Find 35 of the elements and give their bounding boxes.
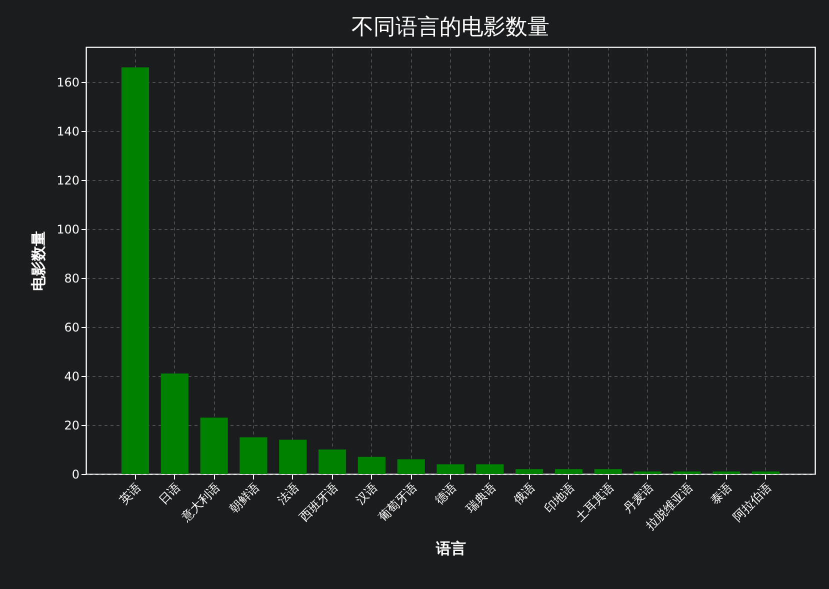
y-tick-label: 100: [56, 222, 80, 237]
y-tick-label: 60: [64, 320, 80, 335]
x-tick-label: 法语: [274, 480, 302, 507]
x-tick-label: 朝鲜语: [226, 480, 262, 516]
bar: [554, 469, 583, 474]
bar: [279, 440, 307, 474]
bar: [594, 469, 622, 474]
y-tick-label: 40: [64, 370, 80, 384]
x-tick-label: 俄语: [510, 480, 538, 507]
bar: [516, 469, 544, 474]
x-tick-label: 瑞典语: [463, 480, 498, 516]
chart-title: 不同语言的电影数量: [352, 15, 550, 40]
x-tick-label: 英语: [116, 480, 144, 507]
x-tick-label: 日语: [156, 480, 184, 507]
bar: [476, 464, 504, 474]
y-tick-label: 120: [56, 174, 80, 188]
y-tick-label: 0: [72, 468, 80, 482]
y-tick-label: 20: [64, 418, 80, 433]
bar: [121, 67, 150, 474]
bar: [160, 374, 188, 474]
y-tick-label: 140: [56, 124, 80, 139]
bar: [200, 418, 228, 474]
bar: [358, 456, 386, 474]
bar: [436, 464, 464, 474]
y-tick-label: 80: [64, 272, 80, 286]
y-axis-title: 电影数量: [30, 231, 48, 291]
bar: [397, 459, 425, 474]
y-tick-label: 160: [56, 76, 80, 90]
x-tick-label: 印地语: [542, 480, 578, 516]
x-tick-label: 汉语: [353, 480, 380, 507]
x-tick-label: 泰语: [708, 480, 735, 507]
bar: [240, 437, 268, 474]
x-axis-title: 语言: [435, 540, 466, 558]
bar: [318, 450, 346, 474]
x-tick-label: 德语: [432, 480, 459, 507]
